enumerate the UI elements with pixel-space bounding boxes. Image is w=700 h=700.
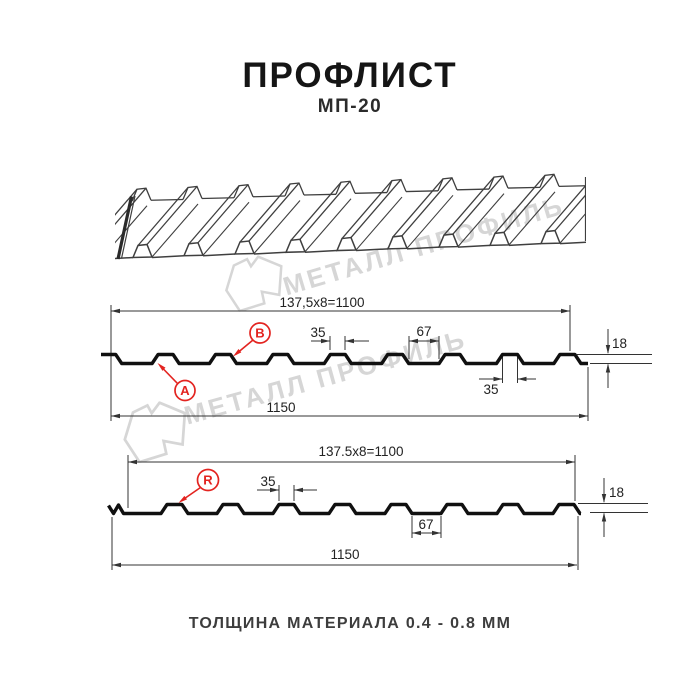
- dim-total-width-label: 1150: [330, 547, 359, 562]
- profile-outline: [101, 352, 588, 366]
- cross-section-1: 137,5x8=1100 35 67 18 35 1150 A B: [101, 295, 652, 421]
- material-thickness-caption: ТОЛЩИНА МАТЕРИАЛА 0.4 - 0.8 ММ: [188, 615, 512, 632]
- metal-profil-logo-icon: [123, 401, 187, 464]
- dim-rib-top-label: 35: [260, 474, 275, 489]
- side-a-label: A: [180, 383, 190, 398]
- metal-profil-logo-icon: [224, 255, 283, 313]
- profile-model-subtitle: МП-20: [317, 96, 383, 117]
- dim-modular-width-label: 137,5x8=1100: [280, 295, 365, 310]
- profile-outline: [107, 502, 582, 516]
- dim-modular-width-label: 137.5x8=1100: [319, 444, 404, 459]
- side-label-leaders: [178, 468, 220, 503]
- page-title: ПРОФЛИСТ: [242, 56, 458, 95]
- dim-rib-bottom-label: 35: [483, 382, 498, 397]
- corrugated-sheet-perspective: [115, 173, 586, 260]
- dim-valley-label: 67: [418, 517, 433, 532]
- dimension-lines: [110, 305, 652, 421]
- dimension-lines: [111, 455, 648, 570]
- dim-valley-label: 67: [416, 324, 431, 339]
- dim-rib-top-label: 35: [310, 325, 325, 340]
- dim-total-width-label: 1150: [266, 400, 295, 415]
- side-label-leaders: [157, 322, 271, 402]
- side-r-label: R: [203, 473, 213, 488]
- dim-height-label: 18: [609, 485, 624, 500]
- side-b-label: B: [255, 326, 264, 341]
- sheet-3d-drawing: [115, 173, 586, 260]
- cross-section-2: 137.5x8=1100 35 67 18 1150 R: [107, 444, 648, 570]
- dim-height-label: 18: [612, 336, 627, 351]
